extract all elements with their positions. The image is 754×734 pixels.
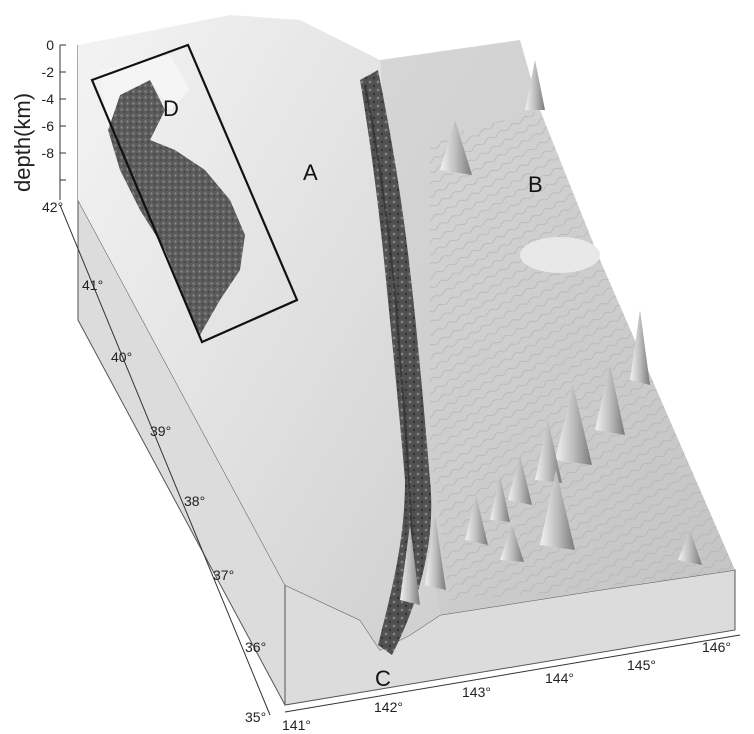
land-mass — [108, 80, 245, 335]
longitude-tick-label: 141° — [282, 717, 311, 733]
longitude-tick-label: 142° — [374, 699, 403, 715]
seamount — [535, 420, 562, 483]
trench-ridge-texture — [364, 84, 413, 541]
depth-tick-label: 0 — [46, 37, 54, 53]
depth-axis-title: depth(km) — [10, 93, 35, 192]
region-d-box — [90, 43, 299, 344]
flat-plain-patch — [520, 237, 600, 273]
latitude-tick-label: 42° — [42, 199, 63, 215]
seamount — [508, 455, 532, 505]
depth-tick-label: -8 — [42, 145, 55, 161]
seamount — [465, 495, 488, 545]
depth-axis: 0 -2 -4 -6 -8 depth(km) — [10, 37, 66, 200]
seamount — [540, 470, 575, 550]
trench-axis — [360, 70, 432, 655]
region-label-d: D — [163, 96, 179, 121]
seamount — [440, 120, 472, 175]
latitude-tick-label: 41° — [82, 277, 103, 293]
depth-tick-label: -6 — [42, 118, 55, 134]
region-label-c: C — [375, 666, 391, 691]
latitude-tick-label: 36° — [245, 639, 266, 655]
latitude-axis: 42° 41° 40° 39° 38° 37° 36° 35° — [42, 199, 271, 725]
longitude-axis: 141° 142° 143° 144° 145° 146° — [282, 634, 741, 733]
region-label-b: B — [528, 172, 543, 197]
seamount — [490, 475, 510, 522]
seamount — [425, 515, 446, 590]
seamount — [595, 365, 625, 435]
longitude-tick-label: 145° — [627, 657, 656, 673]
coastal-shelf-pale — [100, 55, 190, 130]
depth-tick-label: -4 — [42, 91, 55, 107]
longitude-tick-label: 143° — [462, 684, 491, 700]
latitude-tick-label: 37° — [213, 567, 234, 583]
latitude-tick-label: 40° — [111, 349, 132, 365]
latitude-tick-label: 39° — [150, 423, 171, 439]
seamount — [500, 525, 524, 562]
latitude-tick-label: 35° — [245, 709, 266, 725]
seamount — [630, 310, 650, 385]
seamounts — [400, 60, 702, 605]
longitude-tick-label: 146° — [702, 639, 731, 655]
latitude-tick-label: 38° — [184, 493, 205, 509]
longitude-tick-label: 144° — [545, 670, 574, 686]
seamount — [678, 530, 702, 565]
seamount — [555, 385, 592, 465]
abyssal-plain-ripples — [430, 110, 735, 600]
seamount — [400, 525, 420, 605]
seamount — [525, 60, 545, 110]
region-label-a: A — [303, 160, 318, 185]
depth-tick-label: -2 — [42, 64, 55, 80]
